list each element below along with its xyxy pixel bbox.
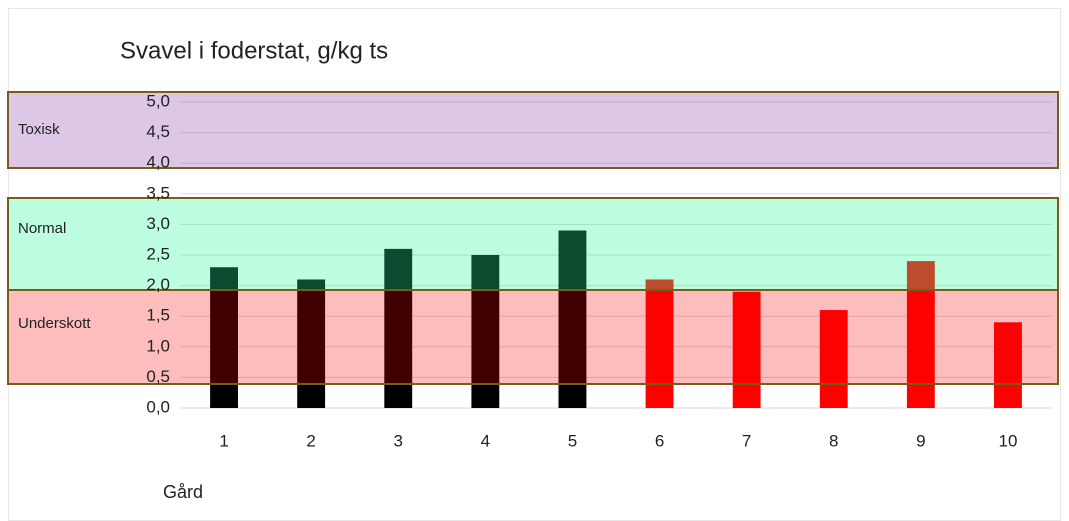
bar <box>819 310 848 408</box>
bar <box>994 322 1022 408</box>
zones: Toxisk Normal Underskott <box>7 91 1059 385</box>
y-tick-label: 2,0 <box>146 275 170 294</box>
bar <box>297 279 326 408</box>
zone-label: Toxisk <box>18 121 60 138</box>
x-tick-label: 5 <box>568 431 577 450</box>
bar <box>384 248 413 408</box>
x-tick-label: 4 <box>481 431 490 450</box>
plot-area <box>180 101 1052 409</box>
zone-normal <box>7 197 1059 291</box>
y-tick-label: 1,5 <box>146 306 170 325</box>
zone-toxisk <box>7 91 1059 169</box>
x-tick-label: 6 <box>655 431 664 450</box>
y-tick-label: 5,0 <box>146 91 170 110</box>
bar <box>645 279 674 408</box>
y-tick-label: 0,5 <box>146 367 170 386</box>
y-tick-label: 4,0 <box>146 153 170 172</box>
zone-label: Normal <box>18 220 66 237</box>
x-tick-label: 1 <box>219 431 228 450</box>
chart-title: Svavel i foderstat, g/kg ts <box>120 37 388 64</box>
bar <box>471 255 500 408</box>
y-tick-label: 0,0 <box>146 397 170 416</box>
x-tick-label: 10 <box>998 431 1017 450</box>
y-tick-label: 4,5 <box>146 122 170 141</box>
y-tick-label: 3,0 <box>146 214 170 233</box>
bar <box>558 230 587 408</box>
x-tick-label: 3 <box>394 431 403 450</box>
x-tick-label: 8 <box>829 431 838 450</box>
chart-frame <box>8 8 1061 521</box>
x-axis-label: Gård <box>163 482 203 502</box>
x-tick-label: 2 <box>306 431 315 450</box>
zone-label: Underskott <box>18 315 91 332</box>
y-tick-label: 2,5 <box>146 244 170 263</box>
bar <box>732 291 761 408</box>
zone-underskott <box>7 289 1059 385</box>
x-tick-label: 9 <box>916 431 925 450</box>
y-tick-label: 3,5 <box>146 183 170 202</box>
x-tick-label: 7 <box>742 431 751 450</box>
y-tick-label: 1,0 <box>146 336 170 355</box>
